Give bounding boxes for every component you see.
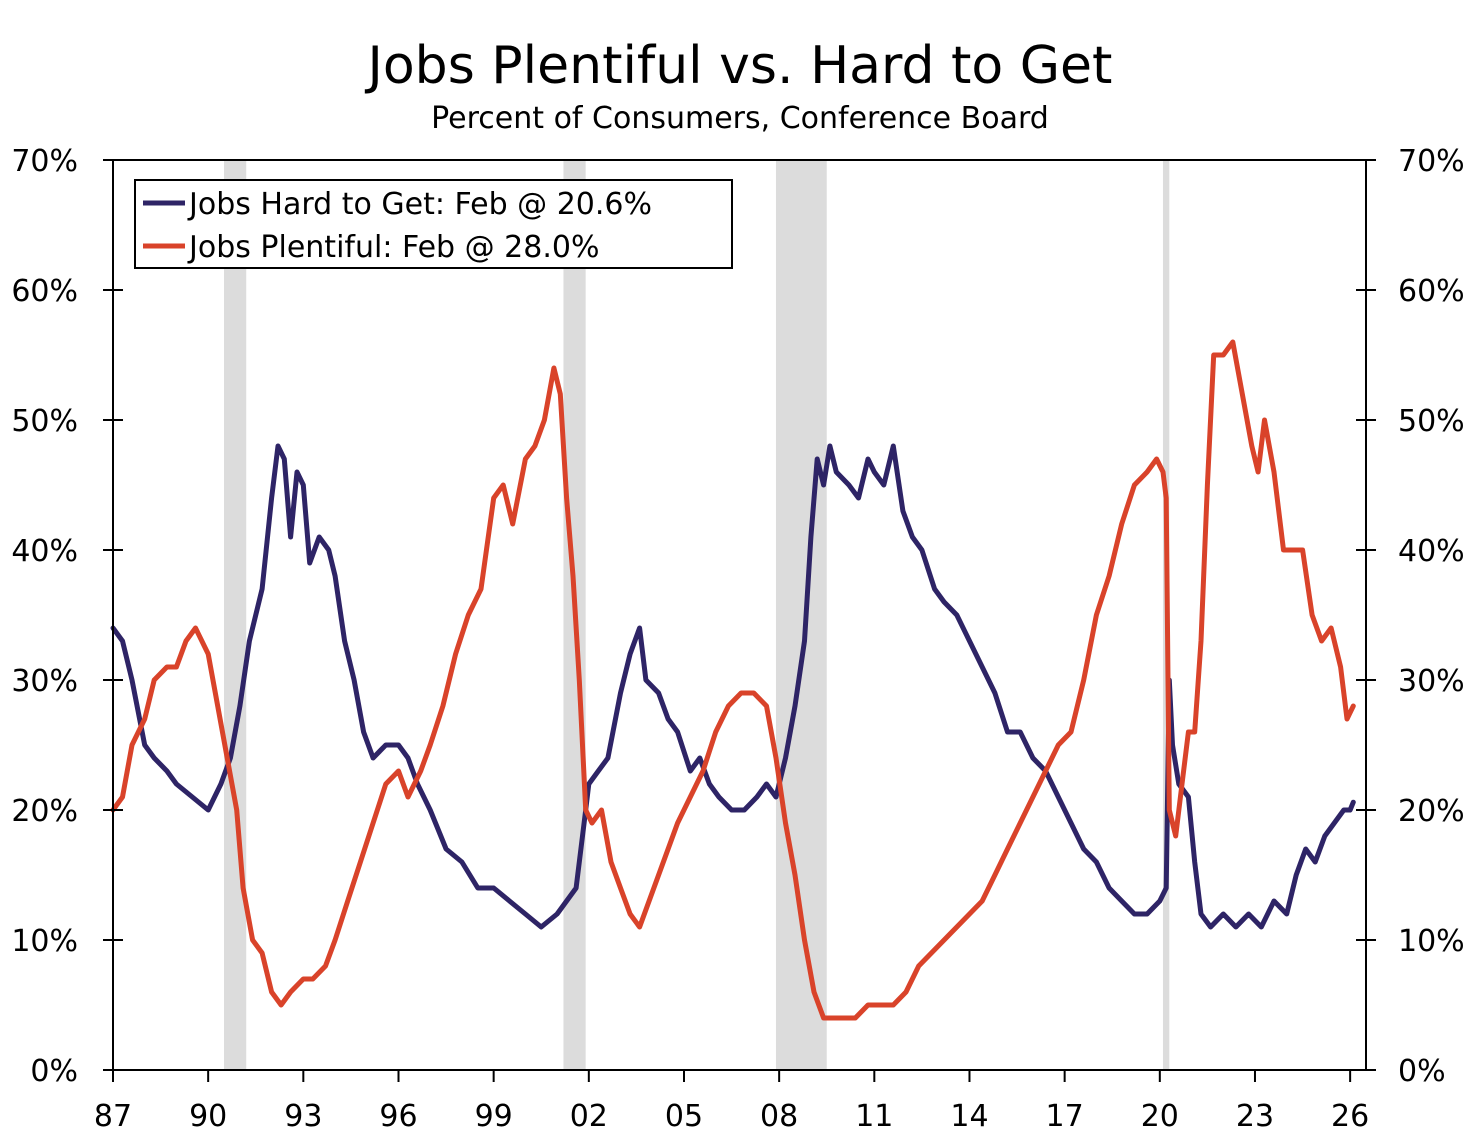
- y-tick-label-left-5: 50%: [11, 404, 78, 439]
- y-tick-label-right-3: 30%: [1398, 664, 1465, 699]
- x-tick-label-4: 99: [475, 1099, 513, 1134]
- legend-label-hard: Jobs Hard to Get: Feb @ 20.6%: [187, 187, 652, 222]
- series-lines: [110, 339, 1356, 1021]
- y-tick-label-right-4: 40%: [1398, 534, 1465, 569]
- legend-box: [134, 179, 733, 269]
- axes: 0% 0% 10% 10% 20% 20% 30% 30% 40% 40% 50% 50% 60% 60%…: [11, 144, 1464, 1134]
- x-tick-label-13: 26: [1331, 1099, 1369, 1134]
- x-tick-label-10: 17: [1046, 1099, 1084, 1134]
- y-tick-label-right-6: 60%: [1398, 274, 1465, 309]
- x-tick-label-8: 11: [855, 1099, 893, 1134]
- y-tick-label-left-1: 10%: [11, 924, 78, 959]
- x-tick-label-2: 93: [284, 1099, 322, 1134]
- y-tick-label-left-7: 70%: [11, 144, 78, 179]
- y-tick-label-right-5: 50%: [1398, 404, 1465, 439]
- x-tick-label-11: 20: [1141, 1099, 1179, 1134]
- y-tick-label-left-2: 20%: [11, 794, 78, 829]
- y-tick-label-right-0: 0%: [1398, 1054, 1446, 1089]
- recession-bands: [224, 160, 1170, 1070]
- y-tick-label-right-1: 10%: [1398, 924, 1465, 959]
- chart-title: Jobs Plentiful vs. Hard to Get: [367, 36, 1113, 96]
- chart-subtitle: Percent of Consumers, Conference Board: [431, 101, 1049, 136]
- series-line-plentiful: [110, 339, 1356, 1021]
- x-tick-label-12: 23: [1236, 1099, 1274, 1134]
- x-tick-label-3: 96: [379, 1099, 417, 1134]
- y-tick-label-left-3: 30%: [11, 664, 78, 699]
- x-tick-label-6: 05: [665, 1099, 703, 1134]
- y-tick-label-left-4: 40%: [11, 534, 78, 569]
- y-tick-label-right-7: 70%: [1398, 144, 1465, 179]
- x-tick-label-0: 87: [94, 1099, 132, 1134]
- y-tick-label-left-6: 60%: [11, 274, 78, 309]
- legend-label-plentiful: Jobs Plentiful: Feb @ 28.0%: [187, 230, 599, 265]
- y-tick-label-left-0: 0%: [30, 1054, 78, 1089]
- x-tick-label-5: 02: [570, 1099, 608, 1134]
- x-tick-label-1: 90: [189, 1099, 227, 1134]
- y-tick-label-right-2: 20%: [1398, 794, 1465, 829]
- recession-band-0: [224, 160, 247, 1070]
- plot-frame: [112, 159, 1367, 1071]
- legend: Jobs Hard to Get: Feb @ 20.6% Jobs Plent…: [134, 179, 733, 269]
- x-tick-label-7: 08: [760, 1099, 798, 1134]
- x-tick-label-9: 14: [950, 1099, 988, 1134]
